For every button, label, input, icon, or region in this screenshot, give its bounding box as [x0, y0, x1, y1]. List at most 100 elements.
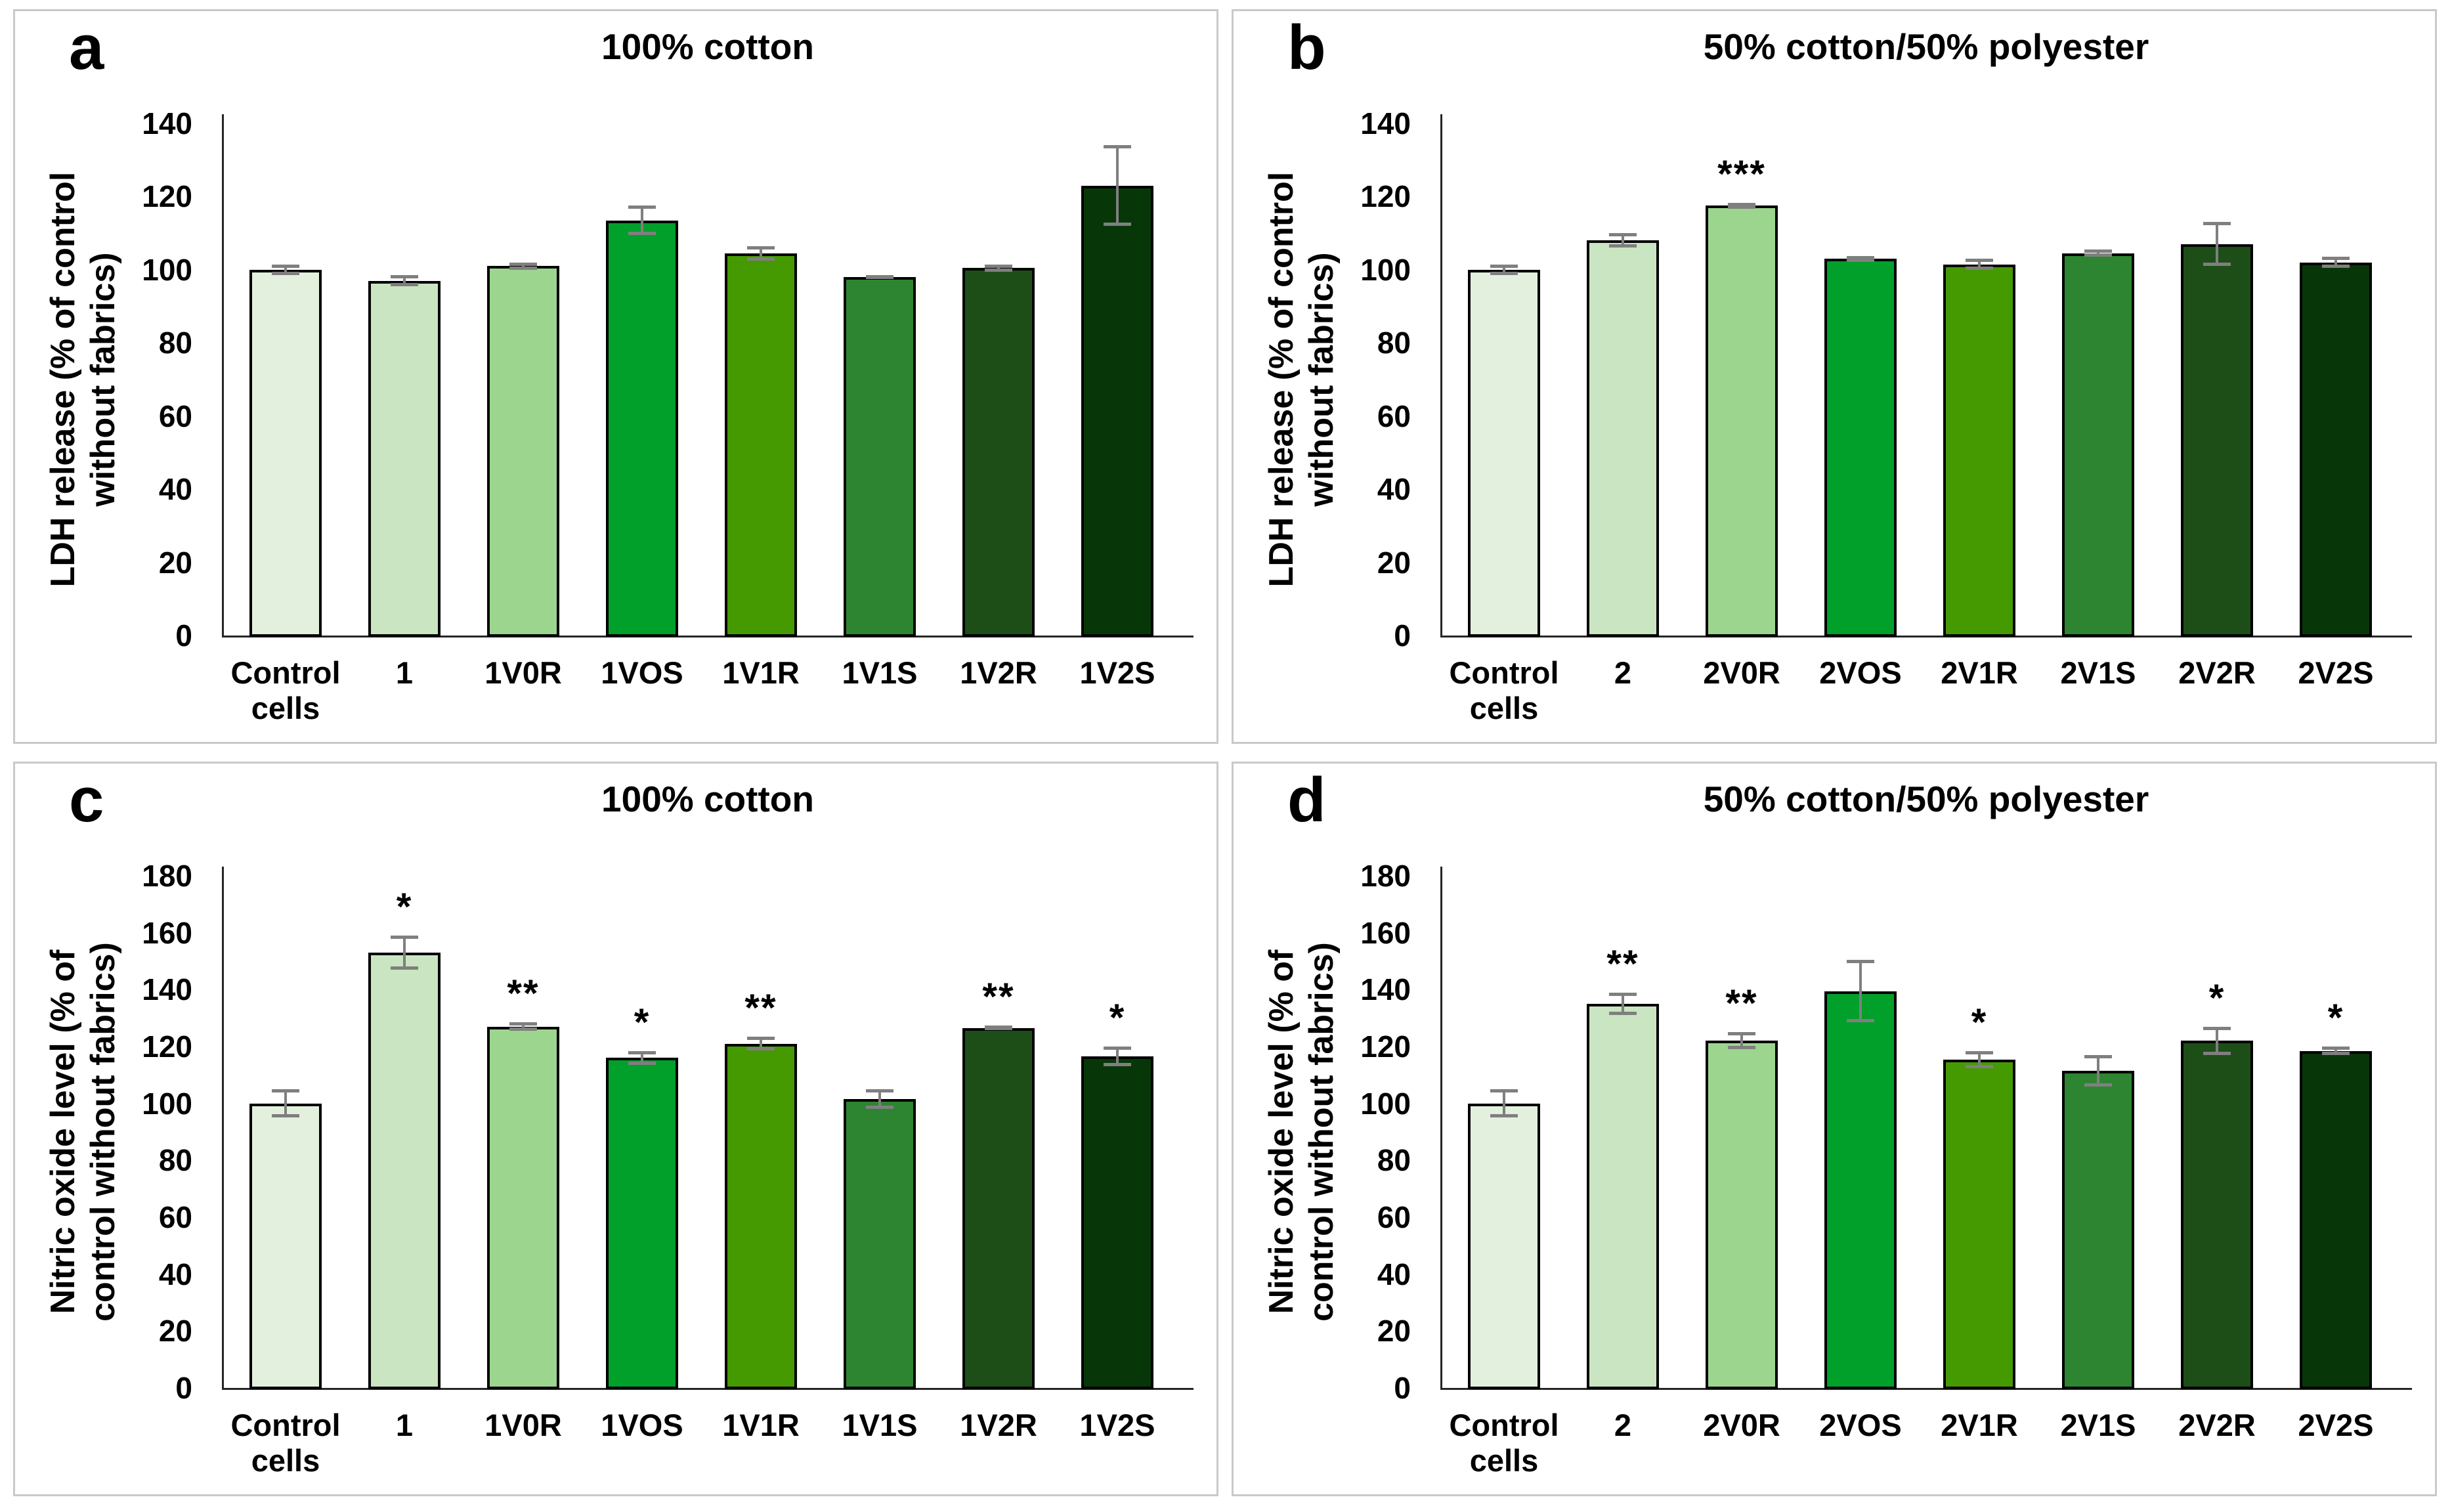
bar [1706, 205, 1778, 637]
x-tick-label: 2V1R [1941, 1408, 2018, 1442]
y-tick-label: 80 [158, 1143, 192, 1178]
error-bar [2322, 257, 2350, 269]
error-bar-cap-bottom [628, 231, 656, 235]
error-bar [985, 1026, 1012, 1031]
error-bar-stem [403, 275, 406, 286]
x-tick-label: 1V1S [842, 655, 918, 690]
error-bar-cap-bottom [2322, 1052, 2350, 1055]
bar [487, 1026, 559, 1389]
significance-label: ** [1606, 942, 1639, 985]
bar [2062, 253, 2134, 637]
error-bar-stem [403, 936, 406, 970]
error-bar-cap-top [1104, 1047, 1131, 1050]
error-bar [1728, 202, 1755, 209]
error-bar-cap-bottom [1728, 1046, 1755, 1050]
error-bar-cap-bottom [2203, 263, 2231, 267]
y-tick-label: 100 [142, 1086, 192, 1121]
error-bar-cap-bottom [2322, 265, 2350, 269]
x-tick-label: 2V0R [1703, 1408, 1780, 1442]
error-bar [628, 205, 656, 235]
error-bar-cap-bottom [985, 268, 1012, 272]
x-tick-label: 1V1R [722, 655, 800, 690]
error-bar-cap-bottom [391, 282, 418, 286]
x-tick-label: 2V2S [2298, 1408, 2374, 1442]
error-bar-stem [878, 1089, 881, 1110]
x-tick-label: Control cells [1449, 655, 1559, 725]
error-bar-stem [1116, 1047, 1119, 1067]
error-bar-cap-top [1609, 233, 1637, 237]
error-bar-cap-bottom [747, 1047, 775, 1051]
y-tick-label: 20 [1377, 1314, 1411, 1349]
y-axis-line [1440, 867, 1442, 1388]
error-bar-cap-bottom [1609, 1012, 1637, 1016]
x-tick-label: 2V0R [1703, 655, 1780, 690]
y-tick-label: 80 [1377, 1143, 1411, 1178]
y-tick-label: 120 [1360, 1029, 1411, 1064]
error-bar-cap-top [272, 264, 299, 268]
error-bar-cap-bottom [1966, 266, 1993, 270]
bar [2300, 1050, 2372, 1389]
y-tick-label: 60 [158, 1200, 192, 1234]
error-bar [509, 262, 537, 270]
error-bar-stem [2097, 1055, 2099, 1087]
error-bar-cap-top [509, 262, 537, 266]
error-bar-cap-top [2084, 1055, 2112, 1058]
error-bar-cap-top [1490, 1089, 1518, 1092]
error-bar-cap-bottom [2203, 1051, 2231, 1055]
bar [844, 277, 916, 637]
error-bar-cap-bottom [1728, 205, 1755, 209]
error-bar-cap-top [1609, 992, 1637, 996]
significance-label: * [1109, 997, 1126, 1039]
y-axis-line [222, 867, 224, 1388]
y-tick-label: 180 [142, 859, 192, 893]
error-bar-cap-top [272, 1089, 299, 1092]
error-bar [747, 1036, 775, 1051]
error-bar-cap-top [628, 205, 656, 209]
bar [962, 268, 1035, 637]
panel-letter: d [1287, 765, 1326, 835]
bar [1081, 185, 1153, 637]
error-bar-cap-bottom [272, 272, 299, 276]
plot-area: 0 20 40 60 80 100 120 140 160 180 Control cells ** 2… [1234, 764, 2435, 1494]
error-bar-stem [1622, 992, 1624, 1016]
plot-area: 0 20 40 60 80 100 120 140 Control cells 1 1V0R 1VOS… [15, 11, 1216, 742]
x-axis-line [1440, 636, 2412, 637]
error-bar-stem [997, 264, 1000, 272]
bar [1587, 240, 1659, 637]
error-bar [1490, 1089, 1518, 1118]
y-tick-label: 0 [175, 618, 192, 653]
x-axis-line [222, 1388, 1194, 1390]
x-tick-label: 1V1S [842, 1408, 918, 1442]
x-axis-line [222, 636, 1194, 637]
error-bar-cap-top [747, 246, 775, 249]
error-bar [2203, 222, 2231, 267]
panel-b: b 50% cotton/50% polyester LDH release (… [1232, 9, 2437, 744]
y-tick-label: 40 [1377, 472, 1411, 507]
panel-letter: c [69, 765, 104, 835]
error-bar [866, 275, 893, 280]
y-tick-label: 100 [1360, 1086, 1411, 1121]
bar [1824, 991, 1897, 1389]
panel-c: c 100% cotton Nitric oxide level (% of c… [13, 762, 1218, 1496]
error-bar-cap-top [866, 1089, 893, 1092]
error-bar-stem [522, 262, 525, 270]
x-tick-label: 2V1S [2060, 655, 2136, 690]
error-bar-cap-bottom [1104, 222, 1131, 226]
y-tick-label: 0 [175, 1371, 192, 1405]
x-tick-label: 1V2S [1079, 1408, 1155, 1442]
x-tick-label: 1V2R [960, 655, 1037, 690]
x-tick-label: 2V1S [2060, 1408, 2136, 1442]
error-bar [1490, 264, 1518, 276]
error-bar-stem [1859, 959, 1862, 1023]
y-tick-label: 140 [142, 972, 192, 1007]
error-bar-stem [522, 1022, 525, 1031]
x-tick-label: 1 [395, 1408, 414, 1442]
error-bar [272, 1089, 299, 1118]
y-tick-label: 160 [142, 915, 192, 950]
x-tick-label: 2V2S [2298, 655, 2374, 690]
chart-title: 50% cotton/50% polyester [1703, 26, 2149, 67]
panel-letter: b [1287, 12, 1326, 83]
error-bar-cap-bottom [1847, 1019, 1874, 1023]
error-bar-stem [2334, 1047, 2337, 1055]
